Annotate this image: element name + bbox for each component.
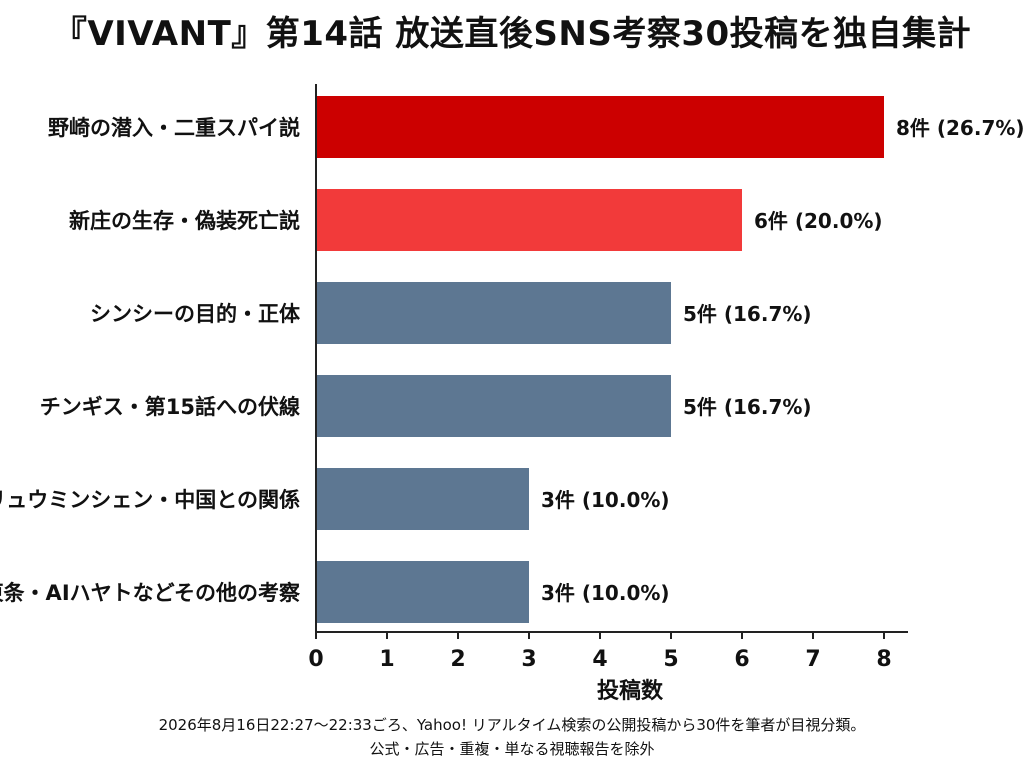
x-tick-label-8: 8 <box>876 647 891 672</box>
category-label-1: 野崎の潜入・二重スパイ説 <box>48 116 300 140</box>
value-label-1: 8件 (26.7%) <box>896 116 1024 140</box>
ticks-layer: 0 1 2 3 4 5 6 7 8 <box>308 632 892 672</box>
x-tick-label-2: 2 <box>450 647 465 672</box>
category-label-3: シンシーの目的・正体 <box>90 302 301 326</box>
value-label-5: 3件 (10.0%) <box>541 488 670 512</box>
value-label-2: 6件 (20.0%) <box>754 209 883 233</box>
category-label-4: チンギス・第15話への伏線 <box>40 395 300 419</box>
bar-6 <box>316 561 529 623</box>
category-label-2: 新庄の生存・偽装死亡説 <box>69 209 300 233</box>
x-tick-label-1: 1 <box>379 647 394 672</box>
bar-5 <box>316 468 529 530</box>
bar-4 <box>316 375 671 437</box>
value-label-4: 5件 (16.7%) <box>683 395 812 419</box>
axes-layer <box>315 84 908 633</box>
x-tick-label-6: 6 <box>734 647 749 672</box>
category-label-6: 東条・AIハヤトなどその他の考察 <box>0 581 301 605</box>
x-tick-label-7: 7 <box>805 647 820 672</box>
bar-2 <box>316 189 742 251</box>
category-label-5: リュウミンシェン・中国との関係 <box>0 488 300 512</box>
footnote-line-1: 2026年8月16日22:27〜22:33ごろ、Yahoo! リアルタイム検索の… <box>158 716 866 734</box>
value-label-6: 3件 (10.0%) <box>541 581 670 605</box>
bars-layer <box>316 96 884 623</box>
bar-3 <box>316 282 671 344</box>
x-tick-label-0: 0 <box>308 647 323 672</box>
labels-layer: 野崎の潜入・二重スパイ説 8件 (26.7%) 新庄の生存・偽装死亡説 6件 (20.… <box>0 116 1024 605</box>
x-tick-label-4: 4 <box>592 647 607 672</box>
x-axis-label: 投稿数 <box>597 678 664 704</box>
x-tick-label-3: 3 <box>521 647 536 672</box>
chart-title: 『VIVANT』第14話 放送直後SNS考察30投稿を独自集計 <box>52 14 972 54</box>
footnote-line-2: 公式・広告・重複・単なる視聴報告を除外 <box>369 740 655 758</box>
bar-1 <box>316 96 884 158</box>
x-tick-label-5: 5 <box>663 647 678 672</box>
value-label-3: 5件 (16.7%) <box>683 302 812 326</box>
